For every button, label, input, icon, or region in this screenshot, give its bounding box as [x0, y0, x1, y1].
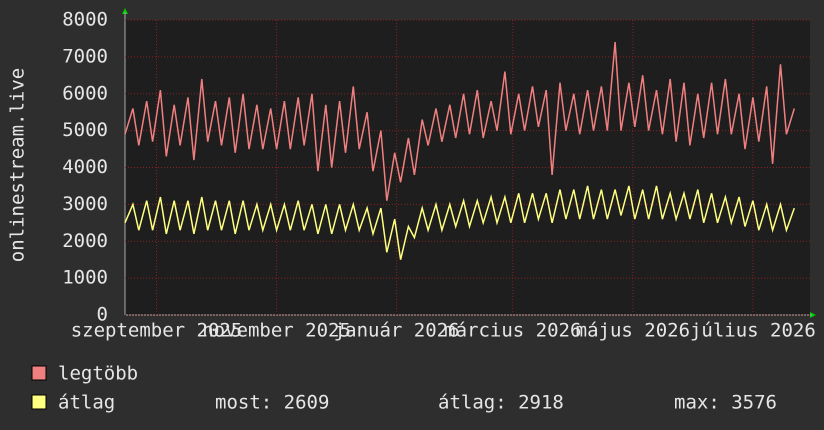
- y-tick-label: 7000: [62, 45, 108, 67]
- legend-label: átlag: [58, 392, 115, 414]
- legend-swatch: [31, 365, 47, 381]
- series-line: [124, 42, 796, 201]
- stat: átlag: 2918: [438, 392, 564, 414]
- y-axis-label: onlinestream.live: [7, 68, 29, 262]
- y-tick-label: 8000: [62, 9, 108, 31]
- legend-label: legtöbb: [58, 363, 138, 385]
- x-tick-label: május 2026: [576, 320, 690, 342]
- y-tick-label: 3000: [62, 193, 108, 215]
- x-tick-label: november 2025: [202, 320, 351, 342]
- x-tick-label: július 2026: [690, 320, 816, 342]
- y-tick-label: 1000: [62, 267, 108, 289]
- y-tick-label: 6000: [62, 82, 108, 104]
- x-tick-label: szeptember 2025: [71, 320, 243, 342]
- y-tick-label: 4000: [62, 156, 108, 178]
- stat: most: 2609: [215, 392, 329, 414]
- legend-swatch: [31, 394, 47, 410]
- stat: max: 3576: [674, 392, 777, 414]
- series-line: [124, 185, 796, 260]
- y-tick-label: 5000: [62, 119, 108, 141]
- x-tick-label: március 2026: [444, 320, 581, 342]
- x-tick-label: január 2026: [334, 320, 460, 342]
- y-tick-label: 0: [97, 304, 108, 326]
- y-tick-label: 2000: [62, 230, 108, 252]
